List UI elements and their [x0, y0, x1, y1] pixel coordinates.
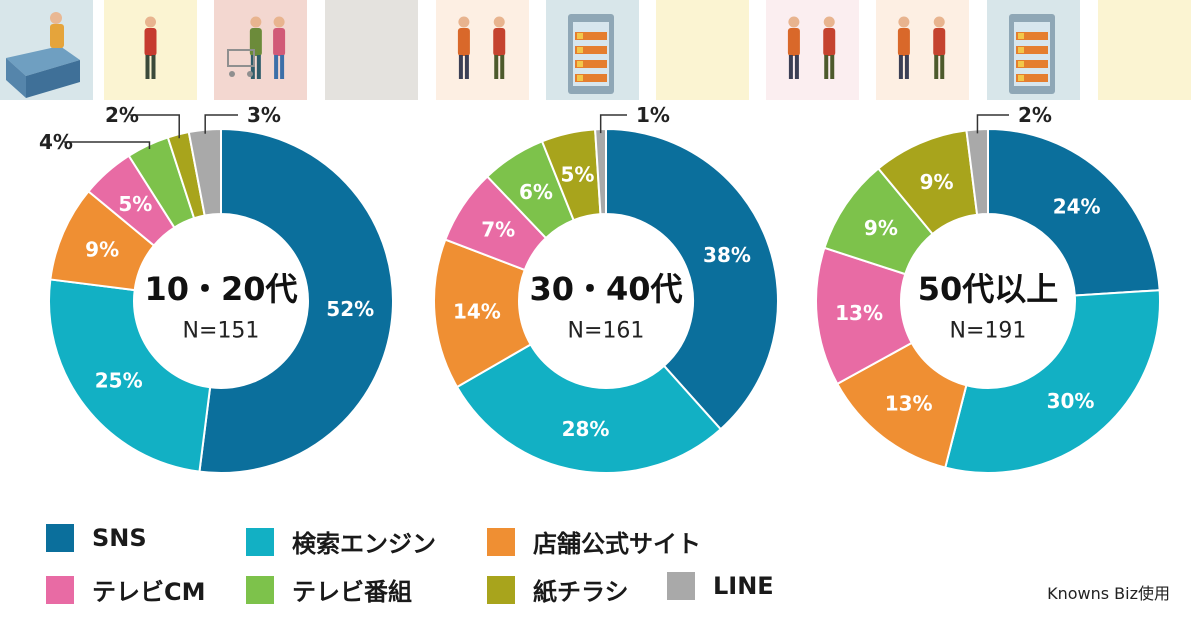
legend-swatch — [667, 572, 695, 600]
leader-line — [64, 141, 151, 149]
slice-label-search-engine: 28% — [562, 417, 610, 441]
donut-chart-1: 52% 25% 9% 5% 4% 2% 3% 10・20代 N=151 — [39, 103, 394, 474]
slice-sns — [605, 127, 779, 431]
slice-label-line: 2% — [1018, 103, 1052, 127]
legend-label: テレビ番組 — [292, 578, 412, 606]
chart-subtitle: N=151 — [183, 319, 260, 344]
slice-label-sns: 24% — [1053, 195, 1101, 219]
illustration-banner — [0, 0, 1200, 100]
legend-item-paper-flyer: 紙チラシ — [487, 572, 629, 607]
slice-sns — [987, 127, 1161, 297]
chart-title: 10・20代 — [144, 270, 297, 308]
legend-label: 検索エンジン — [292, 530, 436, 558]
couple-shopping-icon — [787, 16, 836, 79]
banner-tile — [987, 0, 1080, 100]
legend-item-store-website: 店舗公式サイト — [487, 524, 701, 559]
banner-tile — [436, 0, 529, 100]
banner-tile — [766, 0, 859, 100]
drink-fridge-icon — [568, 14, 614, 94]
slice-label-store-website: 14% — [453, 299, 501, 323]
banner-tile — [325, 0, 418, 100]
legend-label: 店舗公式サイト — [533, 530, 701, 558]
legend: SNS 検索エンジン 店舗公式サイト テレビCM テレビ番組 紙チラシ LINE — [0, 510, 1200, 620]
slice-label-tv-cm: 13% — [835, 301, 883, 325]
legend-label: SNS — [92, 524, 147, 552]
leader-line — [976, 114, 1009, 134]
banner-tile — [0, 0, 93, 100]
banner-tile — [214, 0, 307, 100]
slice-label-store-website: 13% — [885, 391, 933, 415]
donut-chart-3: 24% 30% 13% 13% 9% 9% 2% 50代以上 N=191 — [815, 103, 1161, 474]
slice-label-sns: 38% — [703, 243, 751, 267]
slice-label-tv-program: 4% — [39, 130, 73, 154]
leader-line — [204, 114, 238, 134]
legend-swatch — [46, 575, 74, 604]
banner-tile — [546, 0, 639, 100]
slice-label-tv-program: 6% — [519, 180, 553, 204]
slice-search-engine — [455, 343, 723, 474]
donut-chart-2: 38% 28% 14% 7%6% 5% 1% 30・40代 N=161 — [433, 103, 779, 474]
slice-search-engine — [48, 278, 212, 473]
slice-label-line: 3% — [247, 103, 281, 127]
slice-sns — [198, 127, 394, 474]
legend-item-sns: SNS — [46, 524, 147, 552]
slice-label-tv-cm: 7% — [481, 217, 515, 241]
slice-label-store-website: 9% — [85, 238, 119, 262]
legend-swatch — [487, 575, 515, 604]
legend-swatch — [246, 575, 274, 604]
shopper-basket-icon — [144, 16, 157, 79]
couple-shopping-icon — [457, 16, 506, 79]
couple-shopping-icon — [897, 16, 946, 79]
leader-line — [599, 114, 627, 134]
slice-label-tv-program: 9% — [864, 216, 898, 240]
slice-label-paper-flyer: 9% — [920, 170, 954, 194]
slice-label-paper-flyer: 2% — [105, 103, 139, 127]
chart-subtitle: N=161 — [568, 319, 645, 344]
legend-item-tv-program: テレビ番組 — [246, 572, 412, 607]
legend-swatch — [487, 527, 515, 556]
leader-line — [130, 114, 180, 139]
banner-tile — [1098, 0, 1191, 100]
banner-tile — [656, 0, 749, 100]
family-cart-icon — [227, 16, 286, 79]
slice-label-sns: 52% — [326, 297, 374, 321]
slice-label-search-engine: 30% — [1047, 389, 1095, 413]
freezer-shopper-icon — [6, 12, 80, 98]
slice-label-search-engine: 25% — [95, 368, 143, 392]
slice-line — [187, 127, 222, 217]
slice-line — [594, 127, 607, 216]
chart-title: 50代以上 — [918, 270, 1059, 308]
source-note: Knowns Biz使用 — [1047, 584, 1170, 603]
legend-label: LINE — [713, 572, 774, 600]
legend-label: 紙チラシ — [533, 578, 629, 606]
legend-item-line: LINE — [667, 572, 774, 600]
legend-swatch — [246, 527, 274, 556]
slice-line — [965, 127, 989, 216]
drink-fridge-icon — [1009, 14, 1055, 94]
banner-tile — [104, 0, 197, 100]
chart-subtitle: N=191 — [950, 319, 1027, 344]
slice-search-engine — [944, 289, 1161, 474]
slice-label-line: 1% — [636, 103, 670, 127]
slice-label-tv-cm: 5% — [118, 192, 152, 216]
banner-tile — [876, 0, 969, 100]
slice-label-paper-flyer: 5% — [560, 163, 594, 187]
legend-swatch — [46, 524, 74, 552]
legend-label: テレビCM — [92, 578, 206, 606]
legend-item-search-engine: 検索エンジン — [246, 524, 436, 559]
chart-title: 30・40代 — [529, 270, 682, 308]
legend-item-tv-cm: テレビCM — [46, 572, 206, 607]
